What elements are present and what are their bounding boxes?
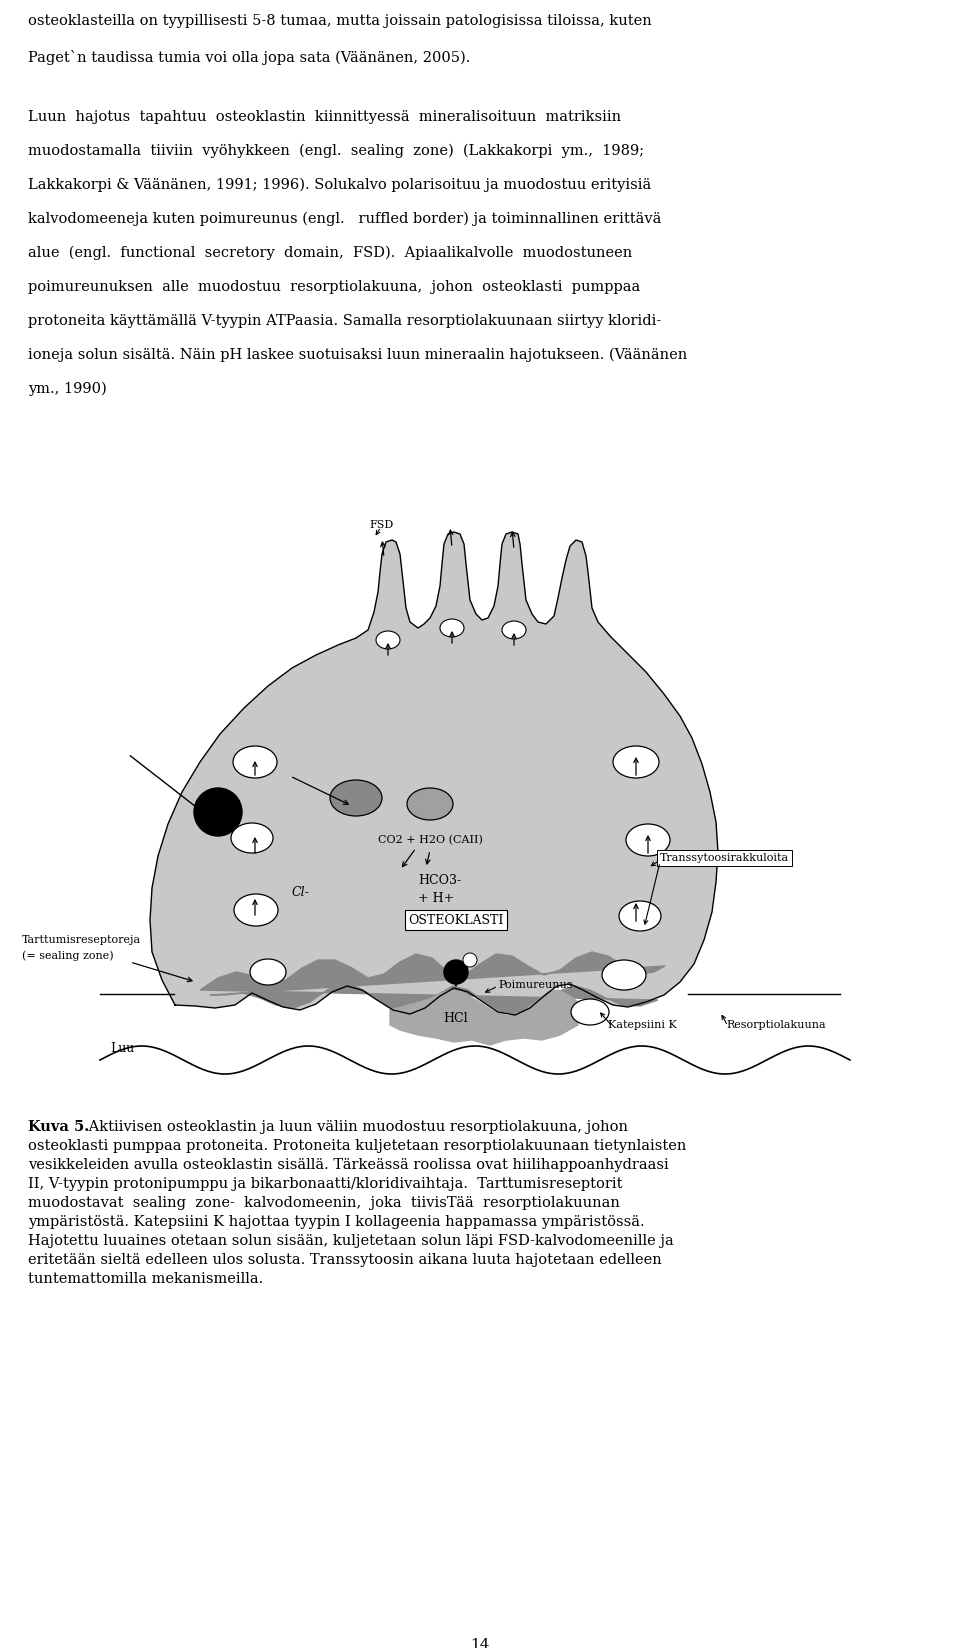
Ellipse shape bbox=[233, 747, 277, 778]
Text: poimureunuksen  alle  muodostuu  resorptiolakuuna,  johon  osteoklasti  pumppaa: poimureunuksen alle muodostuu resorptiol… bbox=[28, 280, 640, 293]
Text: + H+: + H+ bbox=[418, 892, 454, 905]
Ellipse shape bbox=[602, 961, 646, 990]
Ellipse shape bbox=[234, 893, 278, 926]
Ellipse shape bbox=[440, 620, 464, 638]
Text: Resorptiolakuuna: Resorptiolakuuna bbox=[726, 1020, 826, 1030]
Text: Aktiivisen osteoklastin ja luun väliin muodostuu resorptiolakuuna, johon: Aktiivisen osteoklastin ja luun väliin m… bbox=[84, 1121, 628, 1134]
Ellipse shape bbox=[619, 901, 661, 931]
Text: osteoklasti pumppaa protoneita. Protoneita kuljetetaan resorptiolakuunaan tietyn: osteoklasti pumppaa protoneita. Protonei… bbox=[28, 1139, 686, 1154]
Text: (= sealing zone): (= sealing zone) bbox=[22, 951, 113, 961]
Ellipse shape bbox=[231, 822, 273, 854]
Text: Luu: Luu bbox=[110, 1042, 134, 1055]
Text: eritetään sieltä edelleen ulos solusta. Transsytoosin aikana luuta hajotetaan ed: eritetään sieltä edelleen ulos solusta. … bbox=[28, 1252, 661, 1267]
Text: Tarttumisreseptoreja: Tarttumisreseptoreja bbox=[22, 934, 141, 944]
Polygon shape bbox=[200, 953, 665, 1014]
Text: Paget`n taudissa tumia voi olla jopa sata (Väänänen, 2005).: Paget`n taudissa tumia voi olla jopa sat… bbox=[28, 49, 470, 64]
Text: Hajotettu luuaines otetaan solun sisään, kuljetetaan solun läpi FSD-kalvodomeeni: Hajotettu luuaines otetaan solun sisään,… bbox=[28, 1234, 674, 1248]
Text: alue  (engl.  functional  secretory  domain,  FSD).  Apiaalikalvolle  muodostune: alue (engl. functional secretory domain,… bbox=[28, 246, 633, 260]
Ellipse shape bbox=[626, 824, 670, 855]
Text: ioneja solun sisältä. Näin pH laskee suotuisaksi luun mineraalin hajotukseen. (V: ioneja solun sisältä. Näin pH laskee suo… bbox=[28, 348, 687, 363]
Text: CO2 + H2O (CAII): CO2 + H2O (CAII) bbox=[377, 836, 483, 845]
Text: vesikkeleiden avulla osteoklastin sisällä. Tärkeässä roolissa ovat hiilihappoanh: vesikkeleiden avulla osteoklastin sisäll… bbox=[28, 1159, 669, 1172]
Text: ym., 1990): ym., 1990) bbox=[28, 382, 107, 397]
Text: Katepsiini K: Katepsiini K bbox=[608, 1020, 677, 1030]
Text: Cl-: Cl- bbox=[291, 885, 309, 898]
Polygon shape bbox=[150, 532, 718, 1015]
Ellipse shape bbox=[407, 788, 453, 821]
Text: Poimureunus: Poimureunus bbox=[498, 981, 572, 990]
Text: protoneita käyttämällä V-tyypin ATPaasia. Samalla resorptiolakuunaan siirtyy klo: protoneita käyttämällä V-tyypin ATPaasia… bbox=[28, 315, 661, 328]
Text: Lakkakorpi & Väänänen, 1991; 1996). Solukalvo polarisoituu ja muodostuu erityisi: Lakkakorpi & Väänänen, 1991; 1996). Solu… bbox=[28, 178, 651, 193]
Circle shape bbox=[194, 788, 242, 836]
Text: ympäristöstä. Katepsiini K hajottaa tyypin I kollageenia happamassa ympäristössä: ympäristöstä. Katepsiini K hajottaa tyyp… bbox=[28, 1215, 644, 1229]
Text: HCl: HCl bbox=[444, 1012, 468, 1025]
Text: II, V-tyypin protonipumppu ja bikarbonaatti/kloridivaihtaja.  Tarttumisreseptori: II, V-tyypin protonipumppu ja bikarbonaa… bbox=[28, 1177, 622, 1192]
Polygon shape bbox=[390, 990, 578, 1045]
Text: OSTEOKLASTI: OSTEOKLASTI bbox=[408, 913, 504, 926]
Text: HCO3-: HCO3- bbox=[418, 873, 461, 887]
Text: Luun  hajotus  tapahtuu  osteoklastin  kiinnittyessä  mineralisoituun  matriksii: Luun hajotus tapahtuu osteoklastin kiinn… bbox=[28, 110, 621, 124]
Ellipse shape bbox=[613, 747, 659, 778]
Text: FSD: FSD bbox=[370, 521, 395, 531]
Text: kalvodomeeneja kuten poimureunus (engl.   ruffled border) ja toiminnallinen erit: kalvodomeeneja kuten poimureunus (engl. … bbox=[28, 213, 661, 226]
Text: Transsytoosirakkuloita: Transsytoosirakkuloita bbox=[660, 854, 789, 864]
Text: tuntemattomilla mekanismeilla.: tuntemattomilla mekanismeilla. bbox=[28, 1272, 263, 1285]
Ellipse shape bbox=[250, 959, 286, 986]
Text: Kuva 5.: Kuva 5. bbox=[28, 1121, 89, 1134]
Ellipse shape bbox=[330, 780, 382, 816]
Circle shape bbox=[463, 953, 477, 967]
Ellipse shape bbox=[571, 999, 609, 1025]
Ellipse shape bbox=[502, 621, 526, 639]
Circle shape bbox=[444, 961, 468, 984]
Text: 14: 14 bbox=[470, 1638, 490, 1648]
Ellipse shape bbox=[376, 631, 400, 649]
Text: muodostamalla  tiiviin  vyöhykkeen  (engl.  sealing  zone)  (Lakkakorpi  ym.,  1: muodostamalla tiiviin vyöhykkeen (engl. … bbox=[28, 143, 644, 158]
Text: muodostavat  sealing  zone-  kalvodomeenin,  joka  tiivisTää  resorptiolakuunan: muodostavat sealing zone- kalvodomeenin,… bbox=[28, 1196, 620, 1210]
Text: osteoklasteilla on tyypillisesti 5-8 tumaa, mutta joissain patologisissa tiloiss: osteoklasteilla on tyypillisesti 5-8 tum… bbox=[28, 13, 652, 28]
